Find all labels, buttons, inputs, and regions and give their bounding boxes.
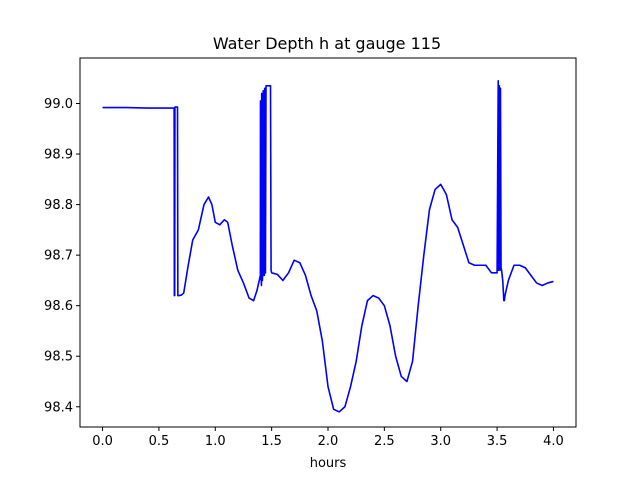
y-axis: 98.4 98.5 98.6 98.7 98.8 98.9 99.0: [44, 97, 80, 415]
x-tick-label: 3.5: [487, 434, 508, 449]
x-axis-label: hours: [310, 456, 347, 471]
x-tick-label: 2.5: [374, 434, 395, 449]
x-tick-label: 1.5: [261, 434, 282, 449]
y-tick-label: 98.5: [44, 350, 73, 365]
y-tick-label: 98.8: [44, 198, 73, 213]
y-tick-label: 98.4: [44, 400, 73, 415]
x-tick-label: 2.0: [318, 434, 339, 449]
y-tick-label: 98.9: [44, 148, 73, 163]
plot-area: [79, 57, 577, 428]
water-depth-series-line: [102, 79, 554, 413]
y-tick-label: 99.0: [44, 97, 73, 112]
x-tick-label: 4.0: [543, 434, 564, 449]
x-tick-label: 0.0: [92, 434, 113, 449]
chart-title: Water Depth h at gauge 115: [213, 34, 441, 53]
x-tick-label: 1.0: [205, 434, 226, 449]
y-tick-label: 98.6: [44, 299, 73, 314]
y-tick-label: 98.7: [44, 249, 73, 264]
x-tick-label: 3.0: [430, 434, 451, 449]
x-tick-label: 0.5: [149, 434, 170, 449]
x-axis: 0.0 0.5 1.0 1.5 2.0 2.5 3.0 3.5 4.0: [92, 427, 564, 449]
